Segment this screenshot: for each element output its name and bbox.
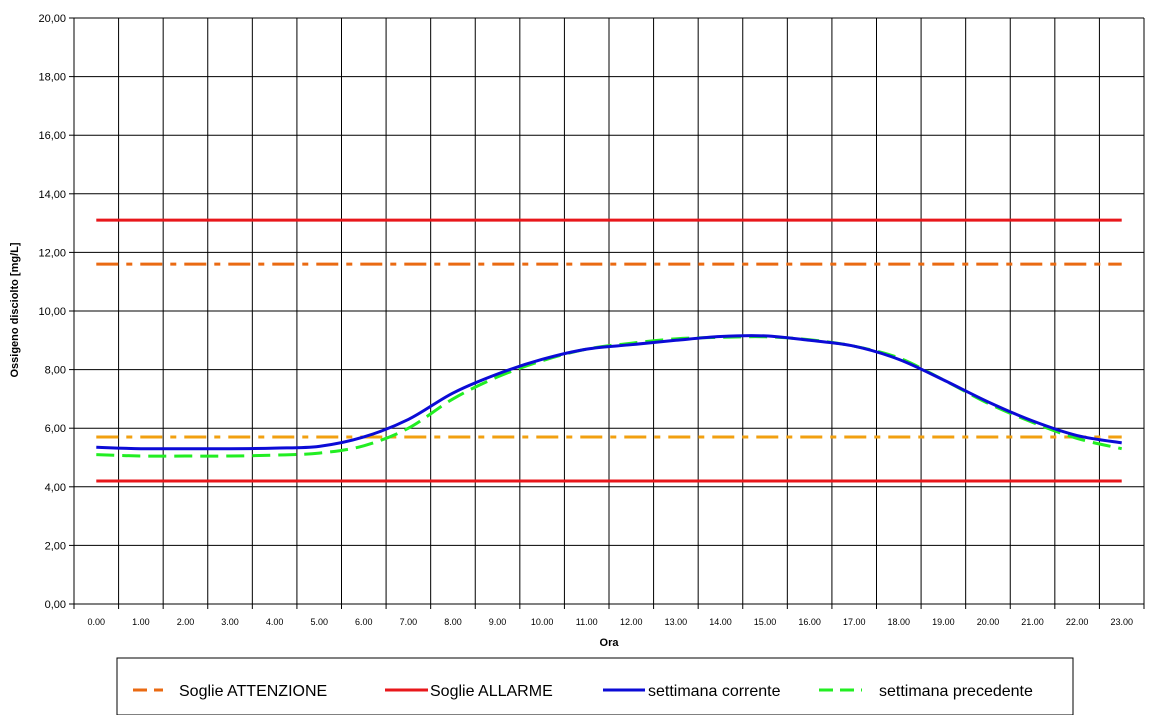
x-tick-label: 11.00: [576, 617, 598, 627]
data-series: [96, 334, 1123, 458]
x-tick-label: 17.00: [843, 617, 866, 627]
x-tick-label: 12.00: [620, 617, 643, 627]
legend-label: Soglie ALLARME: [430, 683, 553, 700]
x-tick-label: 14.00: [709, 617, 732, 627]
x-tick-label: 3.00: [221, 617, 239, 627]
x-tick-label: 23.00: [1110, 617, 1133, 627]
axes: [69, 17, 1145, 609]
x-tick-label: 19.00: [932, 617, 955, 627]
y-tick-label: 2,00: [45, 540, 66, 552]
x-tick-labels: 0.00 1.00 2.00 3.00 4.00 5.00 6.00 7.00 8.00 9.00…: [88, 617, 1133, 627]
y-tick-label: 4,00: [45, 482, 66, 494]
y-tick-label: 20,00: [38, 13, 66, 25]
y-tick-label: 16,00: [38, 130, 66, 142]
threshold-lines: [96, 218, 1122, 483]
x-tick-label: 10.00: [531, 617, 554, 627]
x-tick-label: 20.00: [977, 617, 1000, 627]
legend-label: settimana corrente: [648, 683, 781, 700]
x-tick-label: 0.00: [88, 617, 106, 627]
y-tick-label: 8,00: [45, 365, 66, 377]
legend: Soglie ATTENZIONE Soglie ALLARME settimana…: [116, 657, 1074, 716]
x-tick-label: 7.00: [400, 617, 418, 627]
y-tick-label: 0,00: [45, 599, 66, 611]
legend-label: settimana precedente: [879, 683, 1033, 700]
y-tick-label: 12,00: [38, 247, 66, 259]
x-tick-label: 9.00: [489, 617, 507, 627]
grid: [73, 17, 1145, 605]
x-tick-label: 4.00: [266, 617, 284, 627]
x-tick-label: 5.00: [310, 617, 328, 627]
y-tick-labels: 0,00 2,00 4,00 6,00 8,00 10,00 12,00 14,00 16,00…: [38, 13, 66, 611]
x-tick-label: 1.00: [132, 617, 150, 627]
legend-label: Soglie ATTENZIONE: [179, 683, 327, 700]
x-tick-label: 8.00: [444, 617, 462, 627]
y-tick-label: 14,00: [38, 189, 66, 201]
x-tick-label: 2.00: [177, 617, 195, 627]
x-axis-title: Ora: [600, 637, 620, 649]
x-tick-label: 15.00: [754, 617, 777, 627]
x-tick-label: 13.00: [665, 617, 688, 627]
x-tick-label: 21.00: [1021, 617, 1044, 627]
legend-box: [116, 657, 1074, 716]
y-tick-label: 18,00: [38, 72, 66, 84]
y-tick-label: 10,00: [38, 306, 66, 318]
x-tick-label: 16.00: [798, 617, 821, 627]
y-tick-label: 6,00: [45, 423, 66, 435]
series-line-settimana-corrente: [96, 334, 1122, 451]
y-axis-title: Ossigeno disciolto [mg/L]: [9, 242, 21, 377]
x-tick-label: 6.00: [355, 617, 373, 627]
x-tick-label: 22.00: [1066, 617, 1089, 627]
x-tick-label: 18.00: [888, 617, 911, 627]
